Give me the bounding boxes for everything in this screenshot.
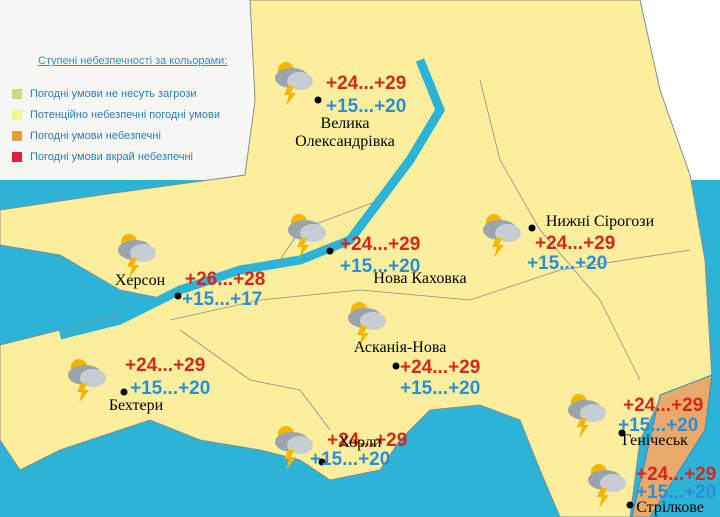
city-dot <box>314 96 322 104</box>
legend-swatch <box>12 131 22 141</box>
city-name: Бехтери <box>108 397 164 414</box>
border <box>169 249 691 321</box>
night-temperature: +15...+20 <box>636 482 717 503</box>
lightning-icon <box>597 488 609 508</box>
legend-item: Погодні умови не несуть загрози <box>12 88 197 100</box>
city-dot <box>528 224 536 232</box>
lightning-icon <box>357 326 369 346</box>
legend-swatch <box>12 152 22 162</box>
lightning-icon <box>77 383 89 403</box>
border <box>479 79 641 381</box>
city-dot <box>174 292 182 300</box>
city-name: Стрілкове <box>636 499 704 516</box>
city-dot <box>120 388 128 396</box>
lightning-icon <box>492 238 504 258</box>
day-temperature: +24...+29 <box>400 357 481 378</box>
cloud-icon <box>360 312 386 330</box>
day-temperature: +24...+29 <box>326 73 407 94</box>
night-temperature: +15...+20 <box>130 378 211 399</box>
legend-label: Потенційно небезпечні погодні умови <box>30 109 220 121</box>
lightning-icon <box>284 86 296 106</box>
river <box>58 58 446 340</box>
night-temperature: +15...+20 <box>400 378 481 399</box>
legend-swatch <box>12 110 22 120</box>
day-temperature: +24...+29 <box>623 395 704 416</box>
city-dot <box>626 501 634 509</box>
night-temperature: +15...+20 <box>618 415 699 436</box>
cloud-icon <box>300 224 326 242</box>
lightning-icon <box>284 450 296 470</box>
cloud-icon <box>287 436 313 454</box>
day-temperature: +24...+29 <box>535 233 616 254</box>
legend-item: Погодні умови небезпечні <box>12 130 161 142</box>
day-temperature: +24...+29 <box>340 234 421 255</box>
lightning-icon <box>577 418 589 438</box>
cloud-icon <box>580 404 606 422</box>
cloud-icon <box>80 369 106 387</box>
lightning-icon <box>297 238 309 258</box>
legend-label: Погодні умови не несуть загрози <box>30 88 197 100</box>
night-temperature: +15...+20 <box>326 96 407 117</box>
border <box>179 329 331 431</box>
city-dot <box>392 362 400 370</box>
lightning-icon <box>127 258 139 278</box>
city-name: Нова Каховка <box>373 270 467 287</box>
city-name: Хорли <box>338 434 382 451</box>
legend-label: Погодні умови вкрай небезпечні <box>30 151 193 163</box>
day-temperature: +24...+29 <box>636 464 717 485</box>
city-name: Херсон <box>114 272 166 289</box>
cloud-icon <box>130 244 156 262</box>
city-name: Нижні Сірогози <box>545 213 655 230</box>
day-temperature: +24...+29 <box>125 355 206 376</box>
night-temperature: +15...+17 <box>182 289 263 310</box>
day-temperature: +24...+29 <box>327 430 408 451</box>
night-temperature: +15...+20 <box>310 449 391 470</box>
legend-label: Погодні умови небезпечні <box>30 130 161 142</box>
city-dot <box>326 247 334 255</box>
night-temperature: +15...+20 <box>340 256 421 277</box>
legend-panel <box>0 0 250 180</box>
legend-item: Погодні умови вкрай небезпечні <box>12 151 193 163</box>
legend-swatch <box>12 89 22 99</box>
city-dot <box>618 429 626 437</box>
legend-item: Потенційно небезпечні погодні умови <box>12 109 220 121</box>
city-name: Асканія-Нова <box>353 339 447 356</box>
cloud-icon <box>495 224 521 242</box>
city-dot <box>318 458 326 466</box>
day-temperature: +26...+28 <box>185 269 266 290</box>
city-name: Генічеськ <box>622 432 688 449</box>
lagoon <box>631 374 713 517</box>
cloud-icon <box>287 72 313 90</box>
city-name: Велика Олександрівка <box>295 115 395 150</box>
legend-title: Ступені небезпечності за кольорами: <box>38 55 228 67</box>
night-temperature: +15...+20 <box>527 253 608 274</box>
cloud-icon <box>600 474 626 492</box>
